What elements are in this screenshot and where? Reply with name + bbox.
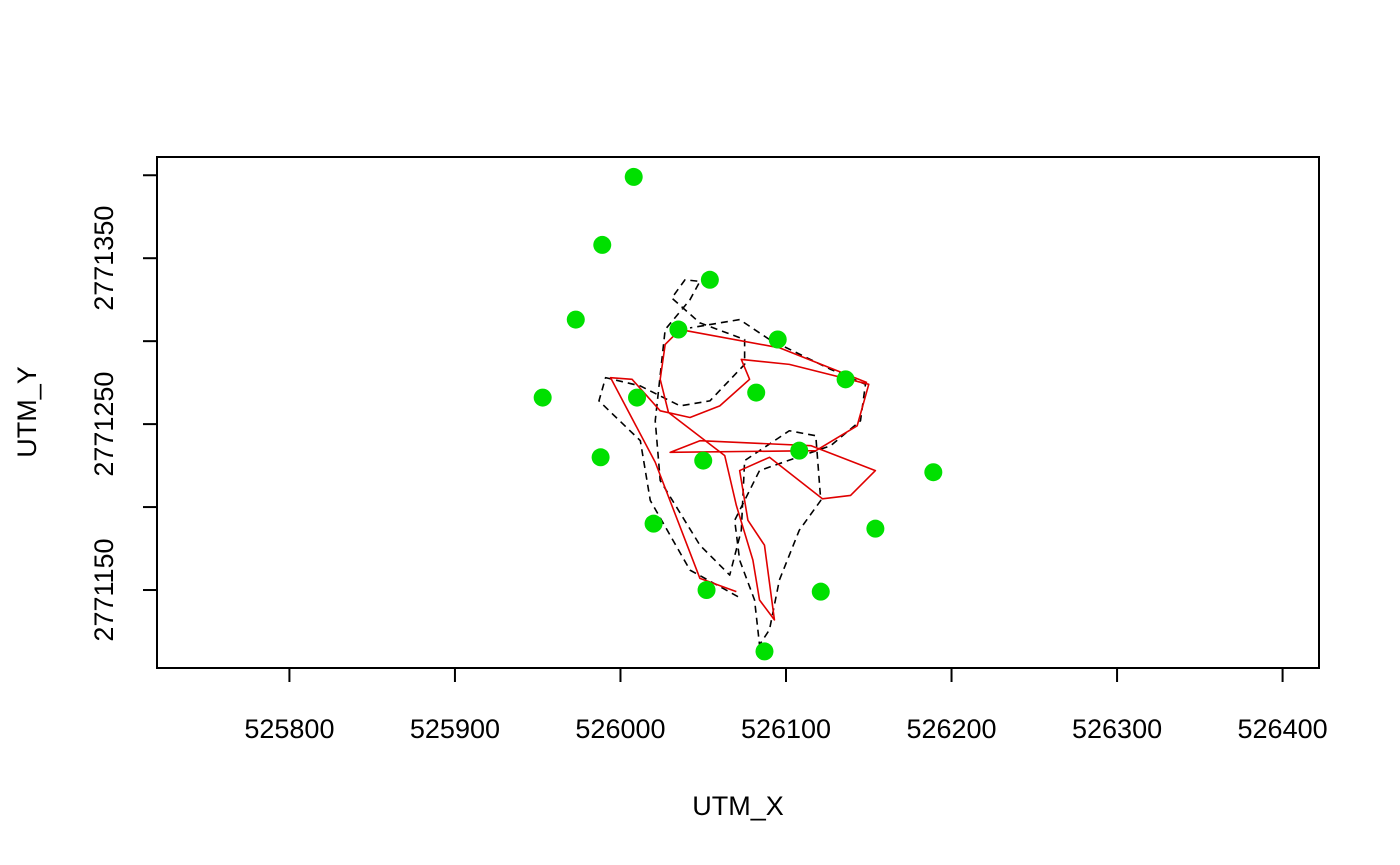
point — [669, 320, 688, 339]
point — [624, 167, 643, 186]
track-line — [609, 328, 877, 621]
x-tick-label: 525800 — [244, 714, 334, 744]
point — [768, 330, 787, 349]
y-axis-label: UTM_Y — [12, 366, 42, 458]
point — [533, 388, 552, 407]
point — [747, 383, 766, 402]
dashed-track — [598, 278, 867, 646]
point — [790, 441, 809, 460]
x-tick-label: 526200 — [906, 714, 996, 744]
x-tick-label: 525900 — [410, 714, 500, 744]
point — [593, 235, 612, 254]
y-tick-label: 2771350 — [89, 206, 119, 311]
point — [697, 581, 716, 600]
x-tick-label: 526400 — [1238, 714, 1328, 744]
y-tick-label: 2771250 — [89, 372, 119, 477]
point — [591, 448, 610, 467]
point — [628, 388, 647, 407]
point — [811, 582, 830, 601]
x-tick-label: 526300 — [1072, 714, 1162, 744]
point — [836, 370, 855, 389]
x-tick-label: 526000 — [575, 714, 665, 744]
point — [644, 514, 663, 533]
point — [694, 451, 713, 470]
point — [700, 270, 719, 289]
x-tick-label: 526100 — [741, 714, 831, 744]
point — [755, 642, 774, 661]
point — [566, 310, 585, 329]
y-tick-label: 2771150 — [89, 538, 119, 641]
plot-frame — [156, 156, 1320, 669]
x-axis-label: UTM_X — [692, 791, 784, 821]
point — [924, 463, 943, 482]
point — [866, 519, 885, 538]
